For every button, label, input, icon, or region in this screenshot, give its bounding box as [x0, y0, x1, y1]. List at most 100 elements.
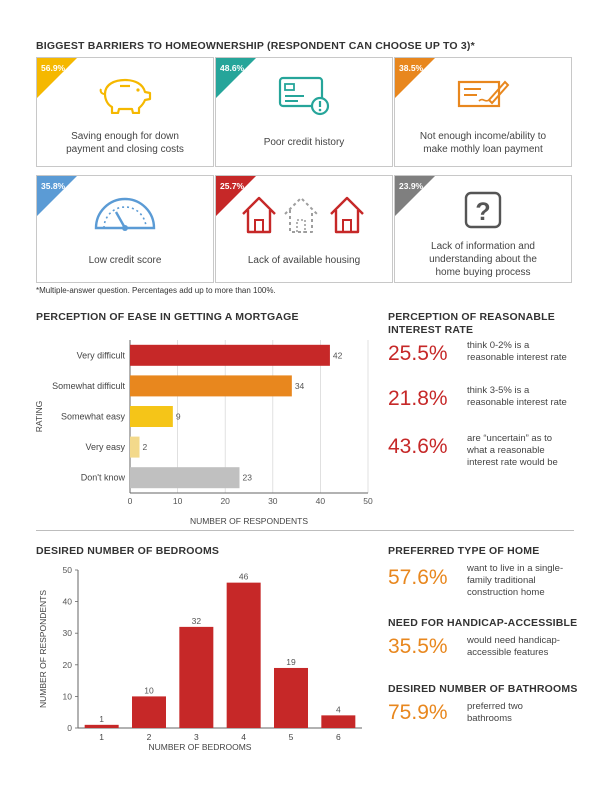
home-type-desc-line: family traditional	[467, 575, 536, 586]
bedroom-category-label: 4	[241, 732, 246, 742]
svg-text:?: ?	[475, 198, 490, 226]
ease-category-label: Very difficult	[77, 350, 126, 360]
y-tick-label: 50	[63, 565, 73, 575]
y-tick-label: 40	[63, 597, 73, 607]
ease-value-label: 2	[143, 442, 148, 452]
interest-desc-line: what a reasonable	[467, 445, 545, 456]
interest-value: 25.5%	[388, 342, 448, 365]
barrier-card: 23.9%? Lack of information and understand…	[394, 175, 572, 283]
bedroom-bar	[321, 715, 356, 728]
barrier-card: 38.5% Not enough income/ability to make m…	[394, 57, 572, 167]
interest-desc-line: are “uncertain” as to	[467, 433, 553, 444]
barrier-label: Saving enough for down payment and closi…	[66, 131, 184, 155]
ease-value-label: 34	[295, 381, 305, 391]
barrier-label: Lack of available housing	[247, 255, 361, 266]
bedroom-bar	[179, 626, 214, 728]
barrier-card: 35.8% Low credit score	[36, 175, 214, 283]
bathrooms-desc-line: preferred two	[467, 701, 523, 712]
bedrooms-y-axis-label: NUMBER OF RESPONDENTS	[38, 590, 48, 708]
ease-value-label: 9	[176, 412, 181, 422]
piggy-bank-icon	[37, 74, 213, 119]
ease-y-axis-label: RATING	[34, 401, 44, 432]
ease-bar	[130, 436, 140, 458]
barrier-corner	[37, 176, 77, 216]
interest-desc-line: reasonable interest rate	[467, 352, 567, 363]
bedrooms-chart-title: DESIRED NUMBER OF BEDROOMS	[36, 545, 220, 557]
bedroom-bar	[132, 696, 166, 728]
home-type-desc: want to live in a single- family traditi…	[467, 563, 563, 599]
bathrooms-title: DESIRED NUMBER OF BATHROOMS	[388, 683, 578, 695]
interest-desc: are “uncertain” as to what a reasonable in…	[467, 433, 558, 469]
barrier-corner	[216, 58, 256, 98]
barrier-corner	[395, 176, 435, 216]
interest-title-line1: PERCEPTION OF REASONABLE	[388, 311, 555, 323]
bathrooms-desc-line: bathrooms	[467, 713, 512, 724]
x-tick-label: 0	[128, 496, 133, 506]
bedroom-value-label: 4	[336, 704, 341, 714]
bedroom-category-label: 1	[99, 732, 104, 742]
bedroom-value-label: 1	[99, 714, 104, 724]
ease-category-label: Somewhat easy	[61, 412, 126, 422]
handicap-desc-line: accessible features	[467, 647, 549, 658]
handicap-desc-line: would need handicap-	[467, 635, 560, 646]
interest-desc: think 0-2% is a reasonable interest rate	[467, 340, 567, 364]
bedroom-category-label: 5	[289, 732, 294, 742]
ease-value-label: 23	[242, 473, 252, 483]
y-tick-label: 0	[67, 723, 72, 733]
ease-bar	[130, 344, 330, 366]
interest-title: PERCEPTION OF REASONABLE INTEREST RATE	[388, 311, 555, 337]
bathrooms-desc: preferred two bathrooms	[467, 701, 523, 725]
check-signing-icon	[395, 74, 571, 119]
interest-title-line2: INTEREST RATE	[388, 324, 474, 336]
home-type-title: PREFERRED TYPE OF HOME	[388, 545, 540, 557]
bathrooms-value: 75.9%	[388, 701, 448, 724]
ease-value-label: 42	[333, 350, 343, 360]
barrier-label: Low credit score	[88, 255, 162, 266]
interest-desc: think 3-5% is a reasonable interest rate	[467, 385, 567, 409]
section-divider	[36, 530, 574, 531]
y-tick-label: 30	[63, 628, 73, 638]
interest-desc-line: interest rate would be	[467, 457, 558, 468]
ease-chart-title: PERCEPTION OF EASE IN GETTING A MORTGAGE	[36, 311, 299, 323]
gauge-icon	[37, 192, 213, 237]
barriers-title: BIGGEST BARRIERS TO HOMEOWNERSHIP (RESPO…	[36, 40, 475, 52]
interest-value: 21.8%	[388, 387, 448, 410]
ease-category-label: Very easy	[85, 442, 125, 452]
bedroom-value-label: 46	[239, 572, 249, 582]
barrier-label: Lack of information and understanding ab…	[429, 241, 537, 278]
barrier-percent: 38.5%	[399, 63, 424, 73]
y-tick-label: 20	[63, 660, 73, 670]
ease-x-axis-label: NUMBER OF RESPONDENTS	[190, 516, 308, 526]
bedroom-value-label: 10	[144, 685, 154, 695]
x-tick-label: 50	[363, 496, 373, 506]
bedroom-value-label: 32	[192, 616, 202, 626]
bedrooms-x-axis-label: NUMBER OF BEDROOMS	[149, 742, 252, 752]
interest-desc-line: reasonable interest rate	[467, 397, 567, 408]
bedroom-bar	[84, 724, 119, 728]
x-tick-label: 20	[220, 496, 230, 506]
barrier-corner	[395, 58, 435, 98]
ease-category-label: Somewhat difficult	[52, 381, 125, 391]
bedroom-category-label: 2	[147, 732, 152, 742]
y-tick-label: 10	[63, 691, 73, 701]
barrier-card: 56.9% Saving enough for down payment and …	[36, 57, 214, 167]
home-type-desc-line: want to live in a single-	[467, 563, 564, 574]
x-tick-label: 40	[316, 496, 326, 506]
ease-bar	[130, 406, 173, 427]
bedroom-category-label: 3	[194, 732, 199, 742]
ease-bar-chart: 0 10 20 30 40 50 Very difficult 42 Somewhat diff…	[34, 340, 373, 526]
ease-bar	[130, 375, 292, 397]
barriers-footnote: *Multiple-answer question. Percentages a…	[36, 286, 276, 295]
ease-bar	[130, 467, 240, 489]
home-type-desc-line: construction home	[467, 587, 545, 598]
interest-value: 43.6%	[388, 435, 448, 458]
barrier-label: Poor credit history	[263, 137, 345, 148]
x-tick-label: 30	[268, 496, 278, 506]
barrier-percent: 23.9%	[399, 181, 424, 191]
barrier-card: 25.7% Lack of available housing	[215, 175, 393, 283]
handicap-desc: would need handicap- accessible features	[467, 635, 560, 659]
barrier-percent: 35.8%	[41, 181, 66, 191]
barrier-corner	[37, 58, 77, 98]
ease-category-label: Don't know	[81, 473, 126, 483]
